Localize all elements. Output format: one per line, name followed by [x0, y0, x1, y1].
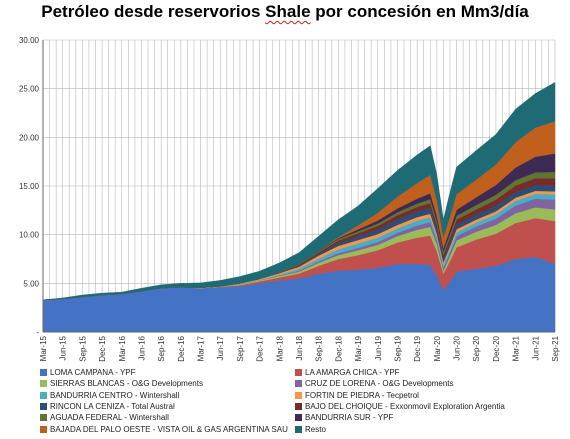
legend-label: SIERRAS BLANCAS - O&G Developments [50, 379, 203, 389]
x-tick-label: Jun-19 [374, 335, 383, 360]
x-tick-label: Mar-17 [197, 335, 206, 361]
y-tick-label: 20.00 [19, 133, 40, 142]
legend-item: AGUADA FEDERAL - Wintershall [40, 413, 295, 422]
y-tick-label: 5.00 [23, 279, 39, 288]
legend-swatch [295, 414, 302, 422]
x-tick-label: Jun-15 [59, 335, 68, 360]
x-tick-label: Dec-16 [177, 335, 186, 361]
legend-item: BAJADA DEL PALO OESTE - VISTA OIL & GAS … [40, 425, 295, 434]
area-series-12 [42, 81, 556, 301]
legend-swatch [40, 380, 47, 388]
legend-row: LOMA CAMPANA - YPF LA AMARGA CHICA - YPF [40, 367, 550, 378]
x-tick-label: Jun-17 [216, 335, 225, 360]
y-tick-label: 25.00 [19, 85, 40, 94]
legend-label: BANDURRIA CENTRO - Wintershall [50, 390, 180, 400]
x-tick-label: Dec-20 [492, 335, 501, 361]
x-tick-label: Jun-20 [453, 335, 462, 360]
legend-swatch [295, 380, 302, 388]
legend-item: Resto [295, 425, 550, 434]
x-tick-label: Jun-21 [531, 335, 540, 360]
legend-label: CRUZ DE LORENA - O&G Developments [305, 379, 454, 389]
legend-label: BAJO DEL CHOIQUE - Exxonmovil Exploratio… [305, 402, 505, 412]
x-tick-label: Sep-16 [157, 335, 166, 361]
axes [42, 40, 555, 333]
legend-label: AGUADA FEDERAL - Wintershall [50, 413, 169, 423]
y-tick-label: - [36, 328, 39, 337]
legend-row: RINCON LA CENIZA - Total Austral BAJO DEL… [40, 401, 550, 412]
x-tick-label: Mar-21 [512, 335, 521, 361]
legend-label: BAJADA DEL PALO OESTE - VISTA OIL & GAS … [50, 424, 288, 434]
legend-item: BANDURRIA SUR - YPF [295, 413, 550, 422]
legend-row: BAJADA DEL PALO OESTE - VISTA OIL & GAS … [40, 423, 550, 434]
legend-label: LOMA CAMPANA - YPF [50, 368, 136, 378]
legend: LOMA CAMPANA - YPF LA AMARGA CHICA - YPF S… [40, 367, 550, 435]
legend-item: CRUZ DE LORENA - O&G Developments [295, 379, 550, 388]
legend-item: FORTIN DE PIEDRA - Tecpetrol [295, 391, 550, 400]
legend-item: LOMA CAMPANA - YPF [40, 368, 295, 377]
legend-swatch [40, 369, 47, 377]
x-tick-label: Sep-15 [78, 335, 87, 361]
legend-item: BAJO DEL CHOIQUE - Exxonmovil Exploratio… [295, 402, 550, 411]
x-tick-label: Sep-21 [551, 335, 560, 361]
x-tick-label: Dec-15 [98, 335, 107, 361]
x-tick-label: Dec-17 [256, 335, 265, 361]
legend-item: BANDURRIA CENTRO - Wintershall [40, 391, 295, 400]
legend-label: LA AMARGA CHICA - YPF [305, 368, 400, 378]
legend-item: SIERRAS BLANCAS - O&G Developments [40, 379, 295, 388]
x-tick-label: Jun-18 [295, 335, 304, 360]
chart-title: Petróleo desde reservorios Shale por con… [0, 2, 570, 22]
x-tick-label: Sep-20 [472, 335, 481, 361]
legend-label: FORTIN DE PIEDRA - Tecpetrol [305, 390, 419, 400]
legend-swatch [295, 425, 302, 433]
x-tick-label: Sep-17 [236, 335, 245, 361]
y-tick-label: 30.00 [19, 36, 40, 45]
legend-swatch [40, 414, 47, 422]
legend-label: RINCON LA CENIZA - Total Austral [50, 402, 175, 412]
legend-row: BANDURRIA CENTRO - Wintershall FORTIN DE … [40, 390, 550, 401]
stacked-areas [42, 81, 556, 333]
legend-label: Resto [305, 424, 326, 434]
x-tick-label: Sep-18 [315, 335, 324, 361]
legend-label: BANDURRIA SUR - YPF [305, 413, 394, 423]
x-tick-label: Mar-16 [118, 335, 127, 361]
legend-swatch [295, 391, 302, 399]
y-tick-label: 10.00 [19, 231, 40, 240]
y-tick-labels: - 5.00 10.00 15.00 20.00 25.00 30.00 [19, 36, 40, 337]
legend-row: AGUADA FEDERAL - Wintershall BANDURRIA SU… [40, 412, 550, 423]
legend-item: RINCON LA CENIZA - Total Austral [40, 402, 295, 411]
x-tick-label: Mar-19 [354, 335, 363, 361]
legend-row: SIERRAS BLANCAS - O&G Developments CRUZ D… [40, 378, 550, 389]
legend-item: LA AMARGA CHICA - YPF [295, 368, 550, 377]
chart-title-shale: Shale [265, 2, 311, 21]
legend-swatch [40, 403, 47, 411]
x-tick-label: Dec-18 [334, 335, 343, 361]
x-tick-label: Mar-20 [433, 335, 442, 361]
legend-swatch [295, 369, 302, 377]
x-tick-label: Mar-15 [39, 335, 48, 361]
x-tick-label: Sep-19 [393, 335, 402, 361]
x-tick-labels: Mar-15 Jun-15 Sep-15 Dec-15 Mar-16 Jun-16 Sep-… [39, 335, 560, 361]
legend-swatch [295, 403, 302, 411]
x-tick-label: Jun-16 [137, 335, 146, 360]
chart-title-pre: Petróleo desde reservorios [41, 2, 266, 21]
x-tick-label: Mar-18 [275, 335, 284, 361]
legend-swatch [40, 425, 47, 433]
y-tick-label: 15.00 [19, 182, 40, 191]
x-tick-label: Dec-19 [413, 335, 422, 361]
legend-swatch [40, 391, 47, 399]
chart-title-post: por concesión en Mm3/día [310, 2, 529, 21]
